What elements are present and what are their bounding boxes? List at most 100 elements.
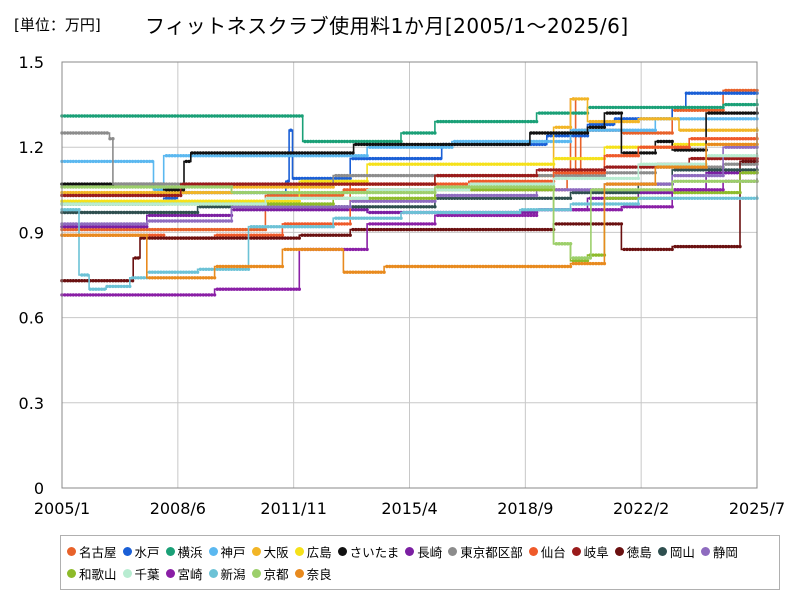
data-point	[362, 173, 366, 178]
data-point	[560, 156, 564, 161]
data-point	[258, 236, 262, 240]
data-point	[563, 156, 567, 161]
data-point	[235, 151, 239, 155]
data-point	[340, 151, 344, 155]
data-point	[729, 156, 734, 161]
data-point	[164, 293, 169, 297]
data-point	[724, 244, 728, 249]
data-point	[664, 117, 669, 121]
data-point	[752, 159, 756, 164]
data-point	[195, 199, 200, 203]
data-point	[518, 196, 522, 200]
data-point	[266, 225, 270, 229]
data-point	[554, 156, 559, 161]
data-point	[167, 227, 172, 232]
data-point	[585, 168, 590, 172]
data-point	[393, 139, 398, 144]
data-point	[167, 114, 172, 118]
data-point	[690, 117, 694, 121]
data-point	[647, 162, 652, 166]
data-point	[71, 182, 76, 186]
data-point	[210, 205, 214, 209]
data-point	[388, 145, 392, 149]
data-point	[181, 213, 186, 218]
data-point	[427, 199, 431, 203]
data-point	[111, 227, 115, 232]
data-point	[501, 139, 505, 144]
data-point	[249, 208, 253, 212]
data-point	[639, 151, 643, 155]
data-point	[136, 210, 140, 215]
data-point	[150, 190, 155, 195]
data-point	[170, 190, 174, 195]
data-point	[710, 128, 714, 132]
data-point	[80, 159, 84, 164]
data-point	[243, 114, 248, 118]
data-point	[128, 222, 132, 226]
data-point	[153, 199, 157, 203]
series-line	[62, 113, 758, 191]
data-point	[82, 227, 87, 232]
data-point	[399, 227, 403, 232]
data-point	[693, 244, 697, 249]
data-point	[534, 131, 539, 135]
data-point	[128, 193, 132, 198]
data-point	[193, 199, 197, 203]
data-point	[275, 233, 279, 237]
data-point	[201, 213, 205, 218]
data-point	[63, 185, 67, 189]
data-point	[162, 233, 166, 237]
data-point	[354, 142, 358, 147]
data-point	[388, 156, 392, 161]
data-point	[176, 114, 180, 118]
data-point	[413, 173, 417, 178]
data-point	[475, 162, 479, 166]
data-point	[472, 142, 477, 147]
data-point	[229, 182, 234, 186]
data-point	[80, 190, 84, 195]
data-point	[373, 139, 378, 144]
data-point	[303, 185, 307, 189]
data-point	[243, 199, 248, 203]
data-point	[218, 205, 222, 209]
data-point	[693, 91, 697, 95]
data-point	[566, 131, 570, 135]
data-point	[549, 227, 553, 232]
data-point	[707, 244, 711, 249]
data-point	[303, 176, 307, 181]
data-point	[659, 196, 663, 200]
data-point	[455, 227, 460, 232]
data-point	[82, 210, 87, 215]
data-point	[636, 128, 640, 132]
data-point	[325, 139, 330, 144]
data-point	[269, 202, 273, 206]
data-point	[277, 205, 282, 209]
data-point	[390, 173, 395, 178]
data-point	[501, 213, 505, 218]
data-point	[616, 196, 621, 200]
data-point	[63, 131, 67, 135]
data-point	[269, 193, 273, 198]
data-point	[147, 233, 152, 237]
data-point	[68, 227, 73, 232]
data-point	[631, 171, 635, 175]
data-point	[181, 199, 186, 203]
data-point	[399, 142, 403, 147]
data-point	[122, 227, 126, 232]
data-point	[119, 114, 124, 118]
data-point	[583, 171, 587, 175]
data-point	[486, 196, 491, 200]
data-point	[563, 168, 567, 172]
data-point	[210, 219, 214, 223]
data-point	[568, 222, 573, 226]
data-point	[212, 114, 217, 118]
data-point	[455, 142, 460, 147]
data-point	[588, 125, 592, 129]
data-point	[625, 165, 629, 169]
data-point	[255, 114, 259, 118]
data-point	[340, 208, 344, 212]
data-point	[314, 185, 318, 189]
data-point	[207, 114, 211, 118]
data-point	[588, 173, 592, 178]
data-point	[405, 131, 409, 135]
